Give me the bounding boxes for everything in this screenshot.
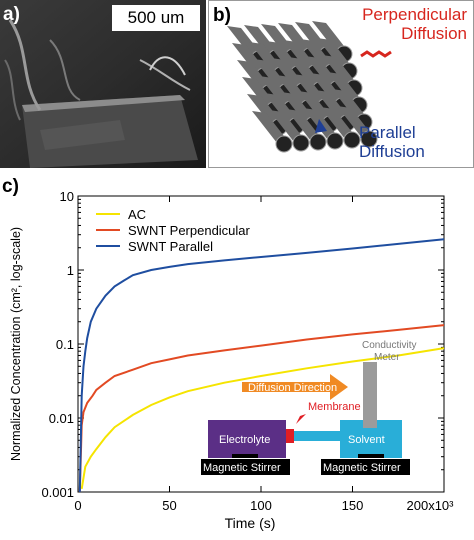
diffusion-direction-text: Diffusion Direction	[248, 382, 337, 394]
x-tick-label: 100	[250, 498, 272, 513]
nanotube-bundle	[227, 21, 392, 153]
nanotube-end	[275, 135, 293, 153]
nanotube-end	[360, 130, 378, 148]
electrolyte-text: Electrolyte	[219, 434, 270, 446]
concentration-chart: 0.001 0.01 0.1 1 10 0 50 100 150 200x10³ AC SWNT…	[9, 189, 455, 531]
stirrer-left-text: Magnetic Stirrer	[203, 462, 281, 474]
y-tick-label: 0.01	[49, 411, 74, 426]
legend-ac: AC	[128, 207, 146, 222]
conductivity-text-line2: Meter	[374, 352, 400, 363]
nanotube-end	[292, 134, 310, 152]
conductivity-meter	[363, 362, 377, 428]
perpendicular-line2: Diffusion	[401, 24, 467, 43]
nanotube-end	[309, 133, 327, 151]
panel-a-label: a)	[3, 4, 20, 25]
solvent-text: Solvent	[348, 434, 385, 446]
inset-diagram: Diffusion Direction Membrane Electrolyte…	[201, 340, 416, 475]
x-tick-label: 200x10³	[407, 498, 455, 513]
membrane-text: Membrane	[308, 401, 361, 413]
parallel-arrow	[315, 119, 327, 133]
parallel-label: Parallel Diffusion	[359, 123, 425, 161]
conductivity-text-line1: Conductivity	[362, 340, 416, 351]
panel-b: b) Perpendicular Diffusion Parallel Diff…	[208, 0, 474, 168]
perpendicular-line1: Perpendicular	[362, 5, 467, 24]
x-tick-label: 0	[74, 498, 81, 513]
legend: AC SWNT Perpendicular SWNT Parallel	[96, 207, 251, 254]
diffusion-arrow	[242, 374, 348, 400]
connector-tube	[294, 431, 340, 441]
y-tick-label: 0.001	[41, 485, 74, 500]
electrolyte-box	[208, 420, 286, 458]
stirrer-right	[321, 459, 410, 475]
membrane	[286, 429, 294, 443]
scale-bar-label: 500 um	[112, 5, 200, 31]
x-tick-label: 150	[342, 498, 364, 513]
perpendicular-label: Perpendicular Diffusion	[362, 5, 467, 43]
legend-parallel: SWNT Parallel	[128, 239, 213, 254]
membrane-pointer	[296, 414, 306, 424]
panel-b-label: b)	[213, 5, 231, 26]
legend-perpendicular: SWNT Perpendicular	[128, 223, 251, 238]
nanotube-end	[326, 132, 344, 150]
y-tick-label: 1	[67, 263, 74, 278]
y-tick-label: 0.1	[56, 337, 74, 352]
x-tick-label: 50	[162, 498, 176, 513]
series-line-swnt-parallel	[78, 238, 445, 493]
y-tick-label: 10	[60, 189, 74, 204]
parallel-line2: Diffusion	[359, 142, 425, 161]
stir-bar-right	[358, 454, 384, 458]
perpendicular-arrow	[360, 50, 392, 58]
stir-bar-left	[232, 454, 258, 458]
stirrer-left	[201, 459, 290, 475]
parallel-line1: Parallel	[359, 123, 416, 142]
series-line-ac	[80, 347, 445, 490]
y-axis-label: Normalized Concentration (cm², log-scale…	[9, 227, 23, 461]
panel-c-label: c)	[2, 176, 19, 197]
stirrer-right-text: Magnetic Stirrer	[323, 462, 401, 474]
nanotube-end	[343, 131, 361, 149]
series-line-swnt-perpendicular	[78, 324, 445, 493]
sem-image: a) 500 um	[0, 0, 206, 168]
x-axis-label: Time (s)	[225, 515, 276, 531]
